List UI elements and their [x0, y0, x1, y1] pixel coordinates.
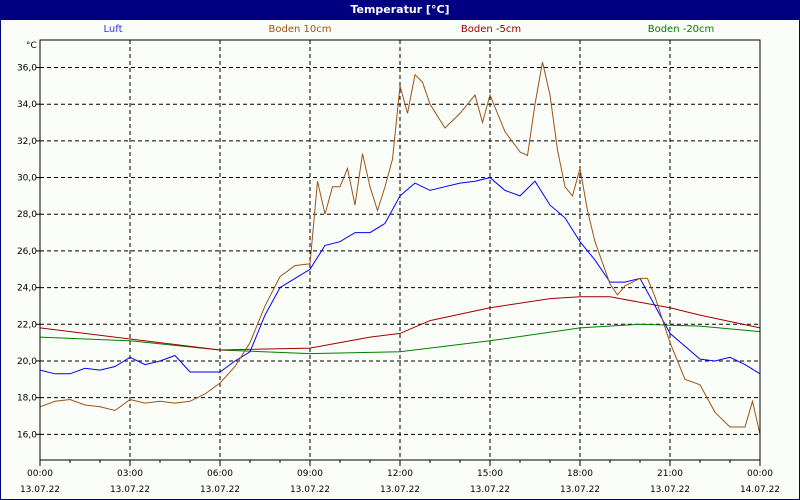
legend-boden-5cm: Boden -5cm — [460, 24, 522, 35]
x-tick-time: 00:00 — [27, 469, 53, 479]
y-tick-label: 26,0 — [17, 247, 37, 257]
series-line-boden-20cm — [39, 323, 761, 355]
legend-luft: Luft — [103, 24, 123, 35]
y-tick-label: 34,0 — [17, 100, 37, 110]
y-tick-label: 36,0 — [17, 64, 37, 74]
x-tick-date: 13.07.22 — [110, 485, 150, 495]
y-tick-label: 28,0 — [17, 210, 37, 220]
x-tick-date: 13.07.22 — [290, 485, 330, 495]
x-tick-time: 00:00 — [747, 469, 773, 479]
x-tick-date: 13.07.22 — [650, 485, 690, 495]
y-tick-label: 20,0 — [17, 357, 37, 367]
y-tick-label: 18,0 — [17, 394, 37, 404]
x-tick-date: 14.07.22 — [740, 485, 780, 495]
y-tick-label: 22,0 — [17, 320, 37, 330]
x-tick-time: 09:00 — [297, 469, 323, 479]
legend-boden-10cm: Boden 10cm — [268, 24, 332, 35]
y-tick-label: 30,0 — [17, 174, 37, 184]
x-tick-time: 21:00 — [657, 469, 683, 479]
y-tick-label: 32,0 — [17, 137, 37, 147]
y-axis-label: °C — [26, 41, 37, 51]
plot-area-border — [39, 39, 761, 461]
x-tick-time: 03:00 — [117, 469, 143, 479]
chart-title: Temperatur [°C] — [0, 0, 800, 20]
x-tick-date: 13.07.22 — [200, 485, 240, 495]
x-tick-time: 12:00 — [387, 469, 413, 479]
x-tick-date: 13.07.22 — [470, 485, 510, 495]
x-tick-date: 13.07.22 — [380, 485, 420, 495]
series-line-boden-5cm — [39, 296, 761, 351]
x-tick-time: 15:00 — [477, 469, 503, 479]
x-tick-time: 18:00 — [567, 469, 593, 479]
y-tick-label: 16,0 — [17, 430, 37, 440]
x-tick-date: 13.07.22 — [20, 485, 60, 495]
x-tick-time: 06:00 — [207, 469, 233, 479]
legend-boden-20cm: Boden -20cm — [647, 24, 715, 35]
series-line-boden-10cm — [39, 61, 761, 435]
x-tick-date: 13.07.22 — [560, 485, 600, 495]
y-tick-label: 24,0 — [17, 284, 37, 294]
